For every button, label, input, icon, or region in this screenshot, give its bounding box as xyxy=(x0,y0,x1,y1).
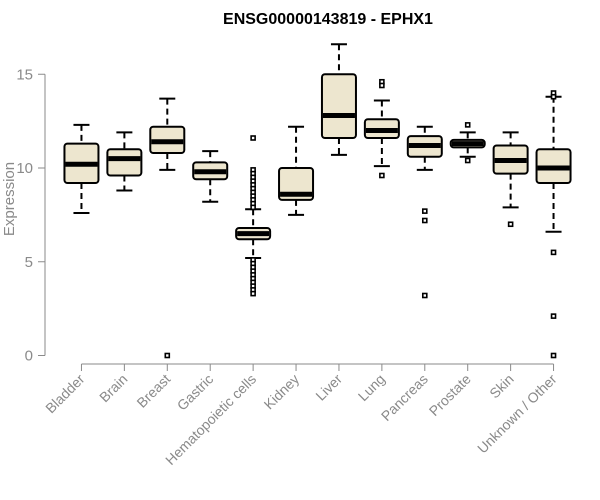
x-tick-label: Brain xyxy=(96,371,130,405)
outlier-point xyxy=(164,352,171,359)
x-tick-label: Breast xyxy=(133,371,173,411)
outlier-point xyxy=(550,313,557,319)
y-axis-label: Expression xyxy=(1,162,18,236)
outlier-point xyxy=(507,221,514,228)
box-skin xyxy=(492,131,529,228)
y-tick-label: 10 xyxy=(16,160,33,177)
box-bladder xyxy=(63,123,100,214)
box-breast xyxy=(149,97,186,359)
box-unknown-other xyxy=(535,90,572,359)
x-tick-label: Skin xyxy=(486,371,517,402)
outlier-point xyxy=(464,157,471,164)
box-liver xyxy=(320,43,357,156)
outlier-point xyxy=(250,204,256,211)
x-tick-label: Liver xyxy=(312,371,345,404)
x-tick-label: Bladder xyxy=(42,371,88,417)
outlier-point xyxy=(421,217,428,224)
box-kidney xyxy=(278,125,315,216)
x-tick-label: Lung xyxy=(355,371,388,404)
x-tick-label: Gastric xyxy=(174,371,217,414)
outlier-point xyxy=(550,249,557,256)
outlier-point xyxy=(379,82,385,89)
outlier-point xyxy=(550,352,557,359)
y-tick-label: 5 xyxy=(25,254,33,271)
box-gastric xyxy=(192,150,229,203)
x-tick-label: Unknown / Other xyxy=(474,371,560,457)
y-tick-label: 15 xyxy=(16,66,33,83)
box-brain xyxy=(106,131,143,192)
boxes-group xyxy=(63,43,572,359)
chart-title: ENSG00000143819 - EPHX1 xyxy=(223,11,433,28)
outlier-point xyxy=(379,172,385,179)
iqr-box xyxy=(320,73,357,139)
box-pancreas xyxy=(406,125,443,299)
box-prostate xyxy=(449,122,486,164)
box-hematopoietic-cells xyxy=(235,135,272,297)
x-tick-label: Pancreas xyxy=(378,371,431,424)
outlier-point xyxy=(421,208,428,214)
y-axis: 0 5 10 15 xyxy=(16,66,46,365)
y-tick-label: 0 xyxy=(25,348,33,365)
outlier-point xyxy=(421,292,428,299)
outlier-point xyxy=(550,93,557,100)
outlier-point xyxy=(464,122,471,128)
box-lung xyxy=(363,78,400,179)
outlier-point xyxy=(250,290,256,297)
x-tick-label: Prostate xyxy=(426,371,474,419)
x-tick-label: Kidney xyxy=(261,371,303,413)
iqr-box xyxy=(106,148,143,177)
outlier-point xyxy=(250,135,256,141)
